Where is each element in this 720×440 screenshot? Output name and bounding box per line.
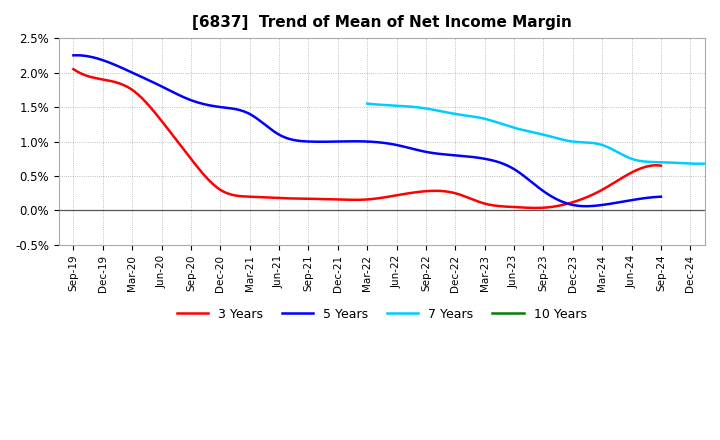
5 Years	[71, 53, 80, 58]
7 Years	[364, 101, 373, 106]
3 Years	[657, 163, 665, 169]
Title: [6837]  Trend of Mean of Net Income Margin: [6837] Trend of Mean of Net Income Margi…	[192, 15, 572, 30]
7 Years	[579, 139, 588, 145]
5 Years	[606, 201, 614, 206]
7 Years	[660, 160, 669, 165]
5 Years	[657, 194, 665, 199]
5 Years	[69, 53, 78, 58]
7 Years	[694, 161, 703, 166]
7 Years	[572, 139, 580, 144]
3 Years	[71, 68, 80, 73]
3 Years	[417, 189, 426, 194]
7 Years	[683, 161, 691, 166]
Line: 3 Years: 3 Years	[73, 69, 661, 208]
3 Years	[566, 200, 575, 205]
3 Years	[419, 189, 428, 194]
Line: 7 Years: 7 Years	[367, 103, 720, 164]
3 Years	[531, 205, 539, 211]
7 Years	[716, 160, 720, 165]
5 Years	[566, 202, 575, 207]
5 Years	[431, 150, 439, 156]
7 Years	[572, 139, 581, 145]
5 Years	[420, 149, 429, 154]
3 Years	[603, 184, 612, 189]
Legend: 3 Years, 5 Years, 7 Years, 10 Years: 3 Years, 5 Years, 7 Years, 10 Years	[172, 303, 592, 326]
7 Years	[363, 101, 372, 106]
5 Years	[419, 149, 428, 154]
3 Years	[69, 66, 78, 72]
Line: 5 Years: 5 Years	[73, 55, 661, 206]
5 Years	[73, 53, 81, 58]
3 Years	[428, 188, 437, 194]
5 Years	[582, 204, 590, 209]
